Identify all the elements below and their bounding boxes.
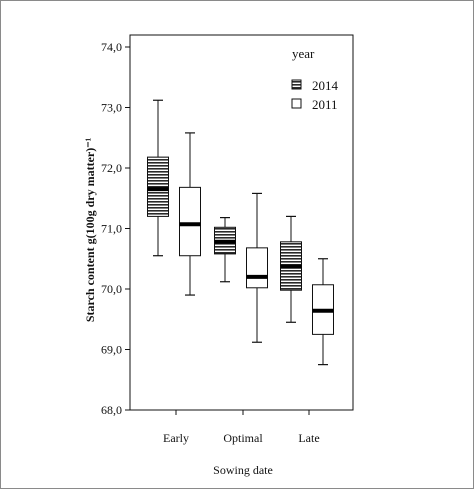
box-iqr xyxy=(147,156,169,217)
y-axis: 68,0 69,0 70,0 71,0 72,0 73,0 74,0 xyxy=(101,40,130,417)
y-tick-label: 71,0 xyxy=(101,222,122,236)
legend: year 2014 2011 xyxy=(291,46,339,112)
x-category-label: Optimal xyxy=(223,431,263,445)
x-category-label: Early xyxy=(163,431,189,445)
box-2014-early xyxy=(147,99,169,257)
legend-swatch-2014 xyxy=(291,79,302,90)
y-tick-label: 74,0 xyxy=(101,40,122,54)
box-2011-early xyxy=(179,132,201,296)
box-iqr xyxy=(246,247,268,289)
y-tick-label: 69,0 xyxy=(101,343,122,357)
y-tick-label: 70,0 xyxy=(101,282,122,296)
x-axis: Early Optimal Late xyxy=(163,410,320,445)
box-2011-optimal xyxy=(246,192,268,343)
legend-label-2011: 2011 xyxy=(312,97,338,112)
y-axis-label: Starch content g(100g dry matter)⁻¹ xyxy=(83,137,97,322)
plot-area xyxy=(129,34,354,411)
x-category-label: Late xyxy=(298,431,319,445)
legend-swatch-2011 xyxy=(291,98,302,109)
box-2014-late xyxy=(280,215,302,323)
box-2011-late xyxy=(312,258,334,366)
legend-title: year xyxy=(292,46,315,61)
box-2014-optimal xyxy=(214,217,236,283)
boxes xyxy=(147,99,334,366)
legend-label-2014: 2014 xyxy=(312,78,339,93)
y-tick-label: 72,0 xyxy=(101,161,122,175)
y-tick-label: 73,0 xyxy=(101,101,122,115)
box-iqr xyxy=(179,186,201,257)
y-tick-label: 68,0 xyxy=(101,403,122,417)
x-axis-label: Sowing date xyxy=(213,463,273,477)
